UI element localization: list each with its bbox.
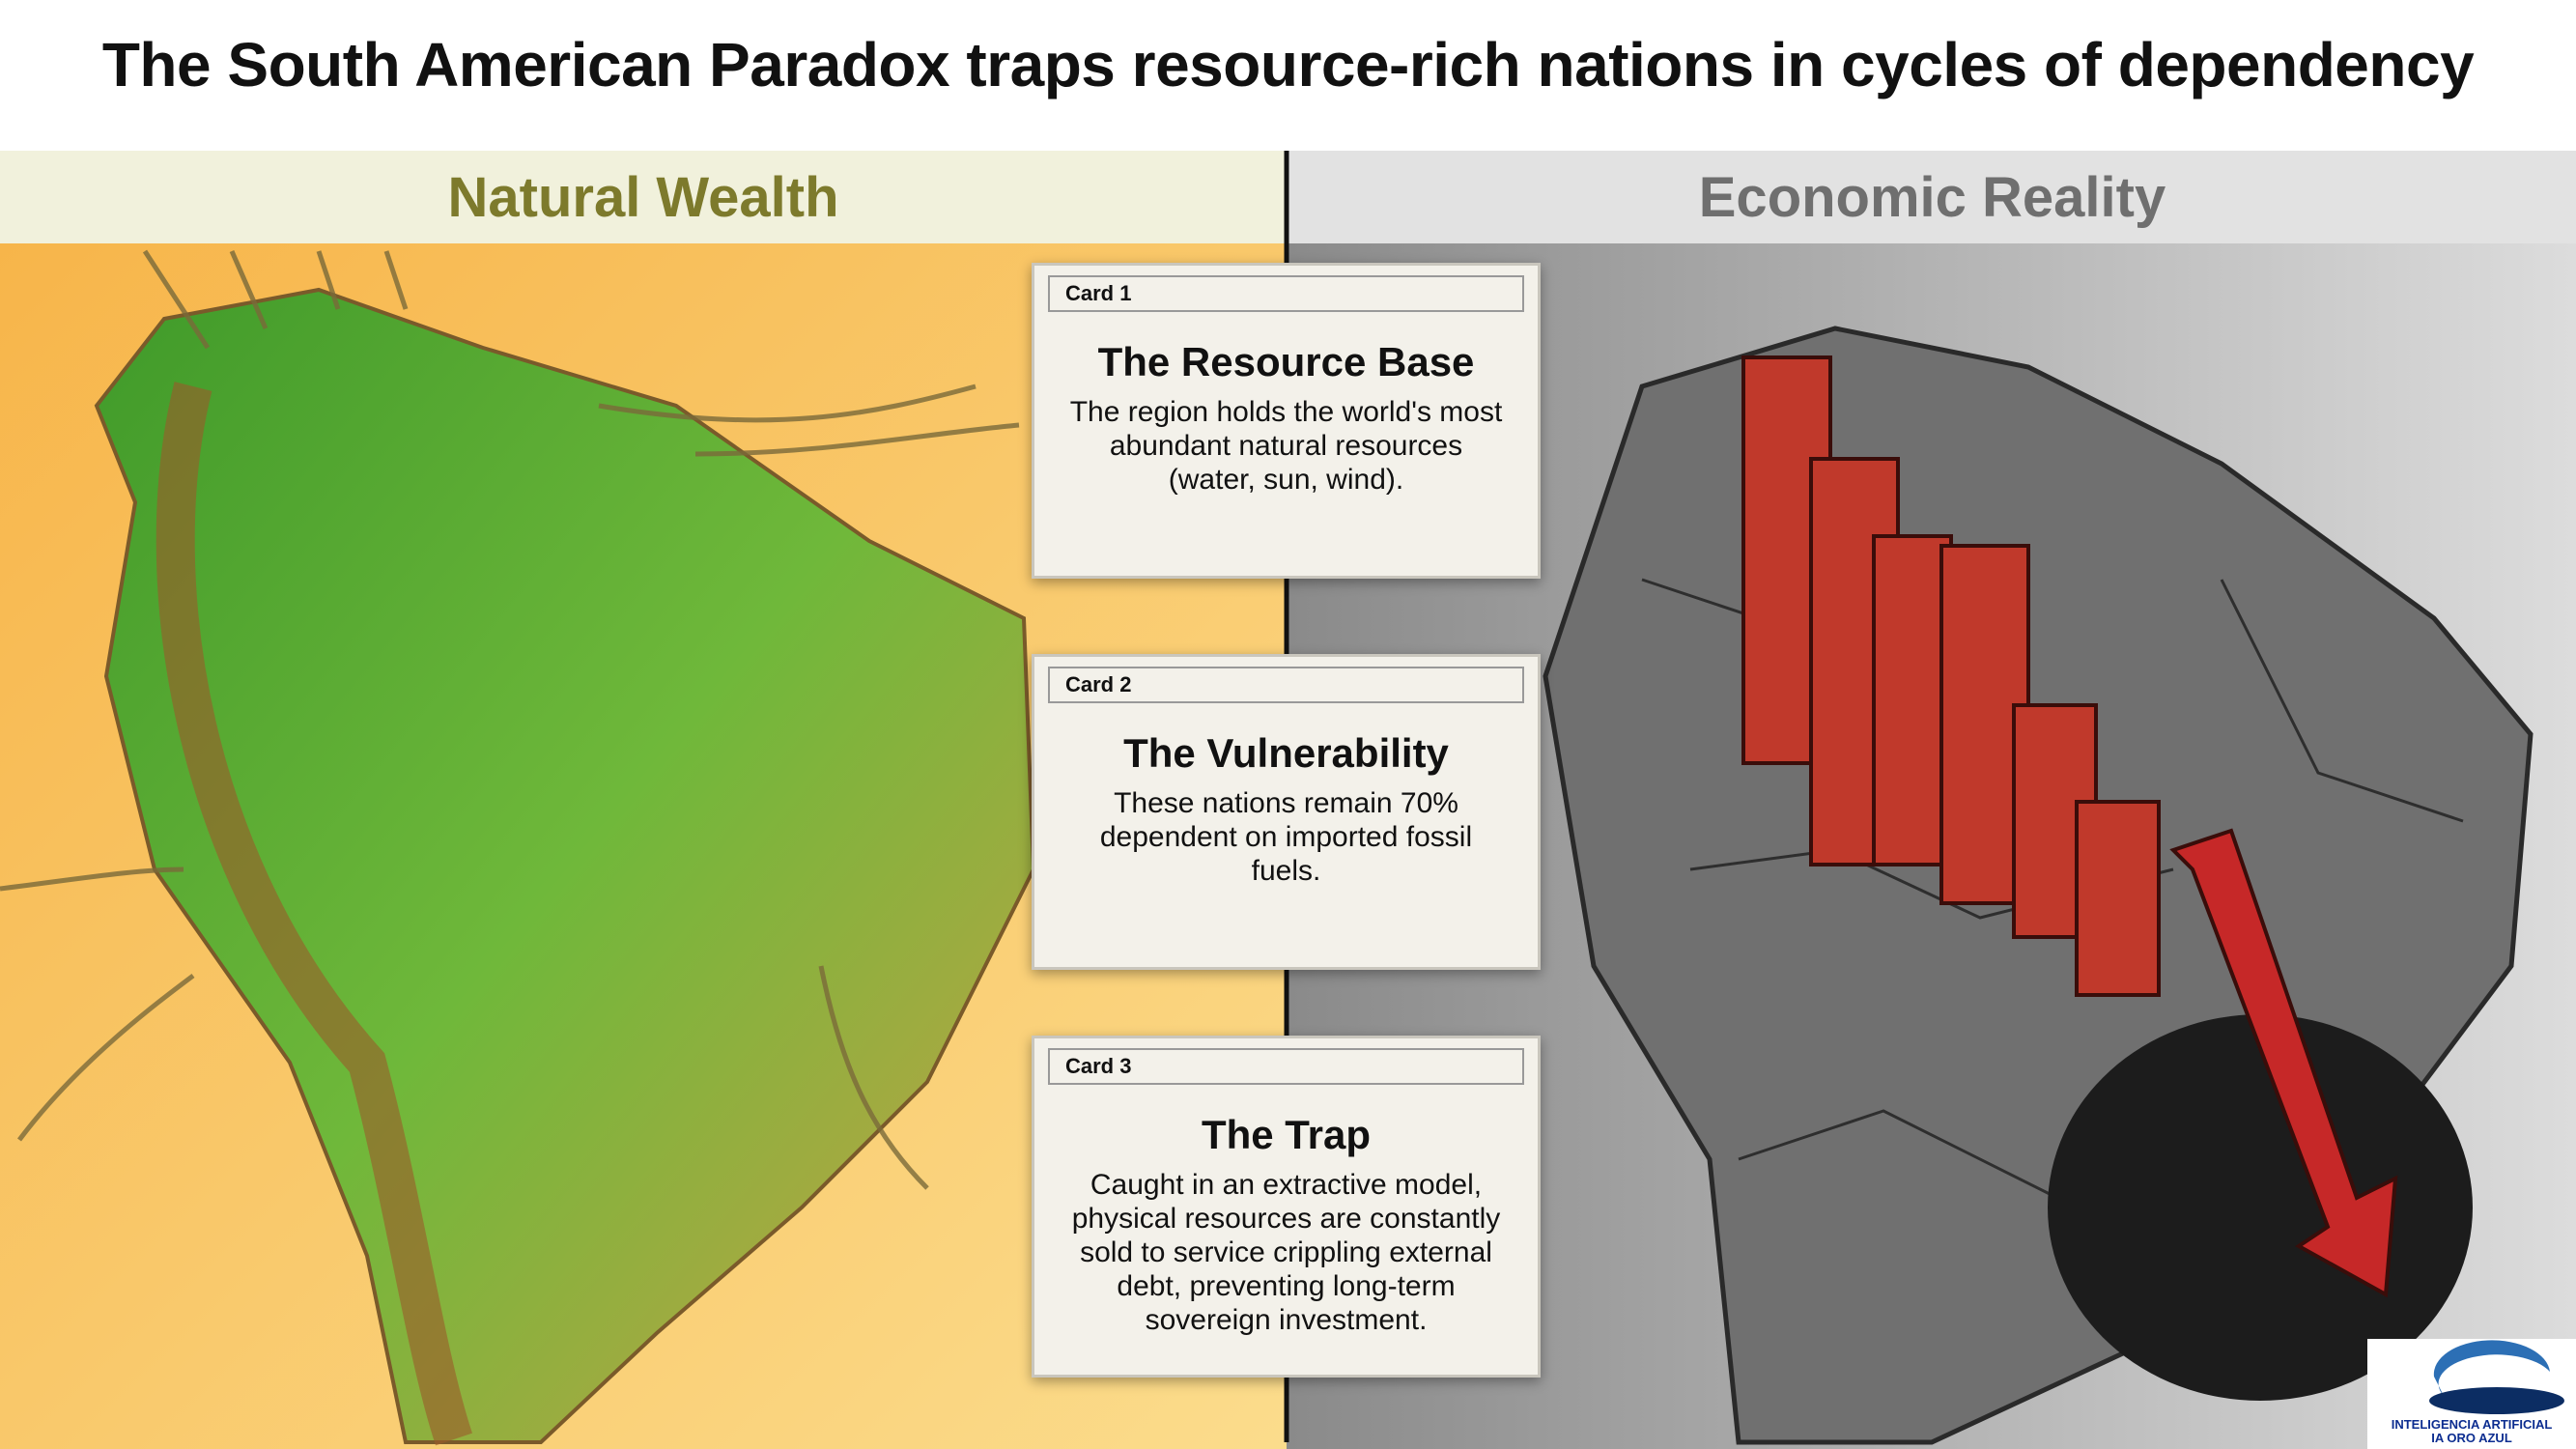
pit (2048, 1014, 2473, 1401)
card: Card 3 The Trap Caught in an extractive … (1032, 1036, 1541, 1378)
logo-line: INTELIGENCIA ARTIFICIAL (2391, 1417, 2553, 1432)
logo-base (2429, 1387, 2564, 1414)
panel-label: Economic Reality (1698, 165, 2166, 229)
down-arrow (2169, 828, 2398, 1298)
card-tag: Card 3 (1048, 1048, 1524, 1085)
logo-text: INTELIGENCIA ARTIFICIAL IA ORO AZUL (2367, 1418, 2576, 1445)
card-tag: Card 1 (1048, 275, 1524, 312)
left-band (0, 151, 1287, 243)
logo-line: IA ORO AZUL (2431, 1431, 2512, 1445)
falling-bars (1741, 355, 2161, 997)
card-title: The Vulnerability (1123, 730, 1449, 776)
card-body: These nations remain 70% dependent on im… (1099, 787, 1473, 887)
card: Card 1 The Resource Base The region hold… (1032, 263, 1541, 579)
card-title: The Trap (1201, 1112, 1372, 1157)
right-band (1287, 151, 2576, 243)
panel-label: Natural Wealth (447, 165, 839, 229)
card-title: The Resource Base (1097, 339, 1475, 384)
card-body: The region holds the world's most abunda… (1069, 396, 1503, 496)
title: The South American Paradox traps resourc… (101, 30, 2475, 99)
card-tag: Card 2 (1048, 667, 1524, 703)
logo-swoosh (2433, 1340, 2550, 1396)
card-body: Caught in an extractive model, physical … (1071, 1169, 1501, 1336)
map-green (94, 287, 1036, 1444)
andes (156, 382, 472, 1446)
wind-arrows (0, 249, 1020, 1190)
card: Card 2 The Vulnerability These nations r… (1032, 654, 1541, 970)
